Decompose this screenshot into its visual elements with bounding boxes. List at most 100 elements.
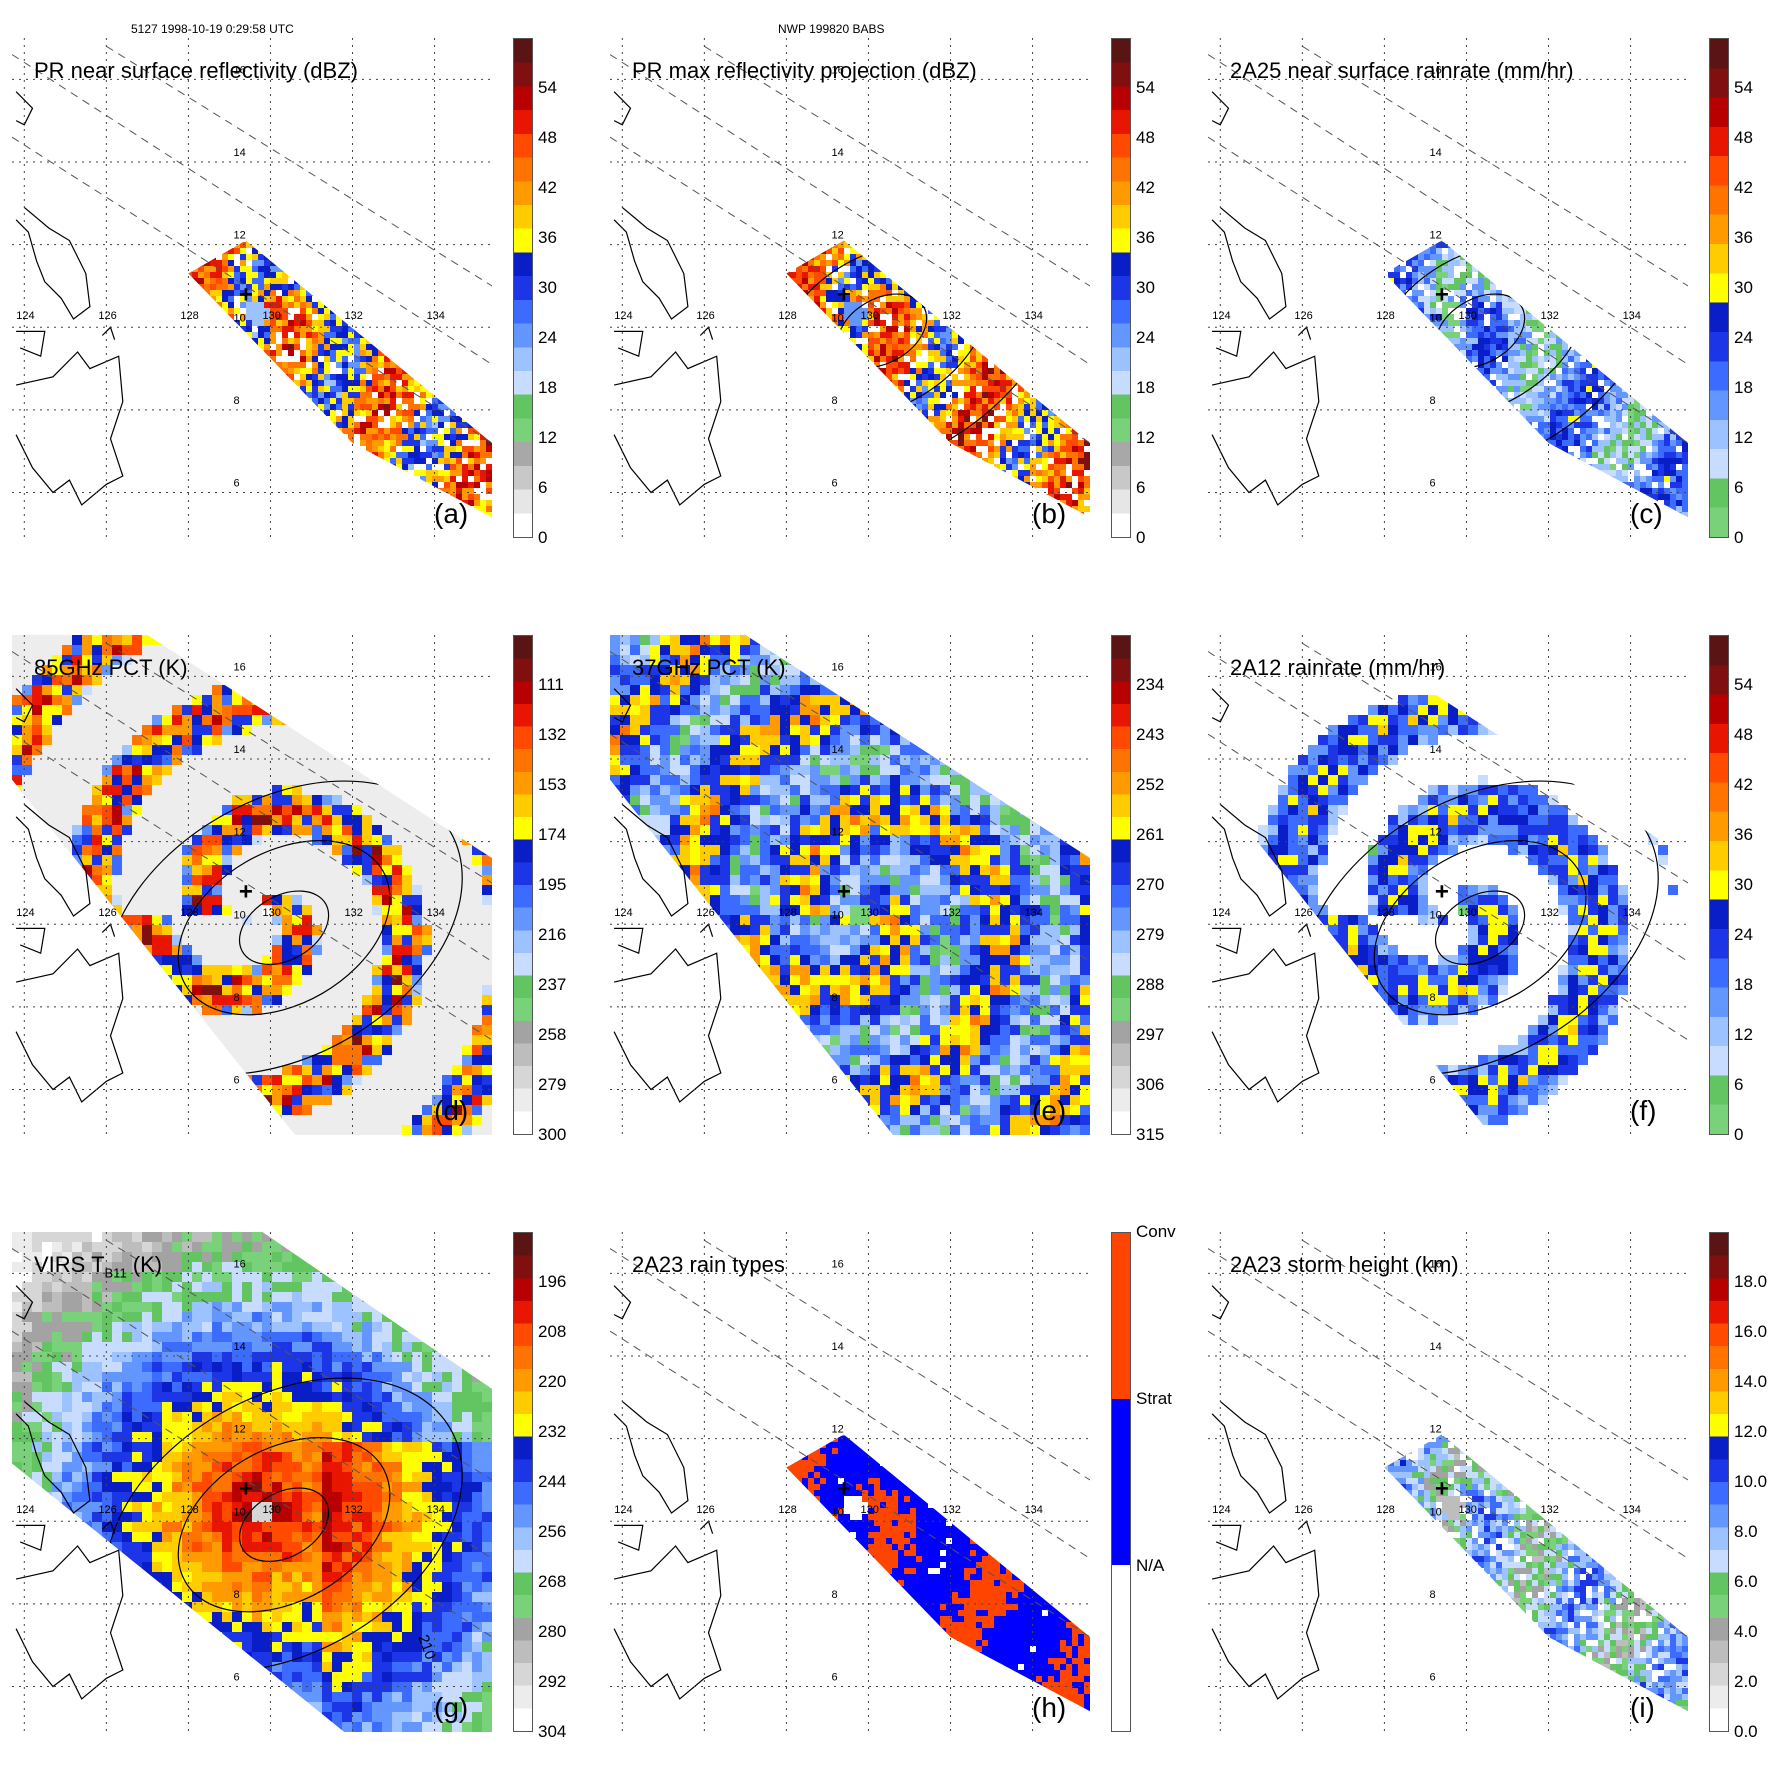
lat-tick-label: 8	[832, 1589, 838, 1601]
colorbar-tick-label: 243	[1136, 725, 1164, 745]
lat-tick-label: 8	[832, 395, 838, 407]
panel-title-text: 2A23 storm height (km)	[1230, 1252, 1459, 1277]
lon-tick-label: 128	[778, 907, 796, 919]
colorbar-tick-label: 16.0	[1734, 1322, 1767, 1342]
lat-tick-label: 10	[832, 312, 844, 324]
colorbar-tick-label: 2.0	[1734, 1672, 1758, 1692]
panel-title: PR max reflectivity projection (dBZ)	[632, 58, 977, 84]
lat-tick-label: 12	[832, 230, 844, 242]
lon-tick-label: 128	[180, 907, 198, 919]
colorbar-tick-label: 54	[538, 78, 557, 98]
colorbar-tick-label: 48	[1734, 725, 1753, 745]
panel-title-text: 85GHz PCT (K)	[34, 655, 188, 680]
lat-tick-label: 16	[234, 661, 246, 673]
colorbar-tick-label: 36	[1136, 228, 1155, 248]
lat-tick-label: 14	[1430, 1341, 1442, 1353]
coastline	[614, 928, 643, 953]
coastline	[16, 207, 90, 319]
panel-label: (f)	[1630, 1095, 1656, 1127]
colorbar-tick-label: 54	[1136, 78, 1155, 98]
lon-tick-label: 124	[16, 310, 34, 322]
lat-tick-label: 10	[234, 1506, 246, 1518]
lon-tick-label: 128	[1376, 310, 1394, 322]
panel-label: (g)	[434, 1692, 468, 1724]
colorbar-tick-label: 268	[538, 1572, 566, 1592]
storm-center-marker: +	[837, 878, 851, 905]
colorbar	[513, 38, 533, 538]
lon-tick-label: 134	[1623, 1504, 1641, 1516]
lon-tick-label: 130	[1458, 907, 1476, 919]
colorbar-tick-label: 36	[1734, 825, 1753, 845]
colorbar-tick-label: 18	[1734, 975, 1753, 995]
colorbar	[1111, 1232, 1131, 1732]
lon-tick-label: 134	[1025, 1504, 1043, 1516]
panel-label: (c)	[1630, 498, 1663, 530]
panel-label: (a)	[434, 498, 468, 530]
storm-center-marker: +	[837, 281, 851, 308]
lon-tick-label: 128	[180, 1504, 198, 1516]
colorbar-tick-label: 216	[538, 925, 566, 945]
lon-tick-label: 134	[427, 907, 445, 919]
colorbar-tick-label: 54	[1734, 78, 1753, 98]
colorbar-tick-label: 42	[538, 178, 557, 198]
lon-tick-label: 132	[345, 1504, 363, 1516]
colorbar-tick-label: 24	[1136, 328, 1155, 348]
panel-label: (d)	[434, 1095, 468, 1127]
lat-tick-label: 6	[832, 1075, 838, 1087]
colorbar-tick-label: 300	[538, 1125, 566, 1145]
colorbar-tick-label: 12	[1734, 428, 1753, 448]
colorbar-tick-label: 54	[1734, 675, 1753, 695]
colorbar-tick-label: 132	[538, 725, 566, 745]
panel-label: (i)	[1630, 1692, 1655, 1724]
colorbar	[513, 1232, 533, 1732]
colorbar-tick-label: N/A	[1136, 1556, 1164, 1576]
colorbar-tick-label: 48	[538, 128, 557, 148]
colorbar-tick-label: 232	[538, 1422, 566, 1442]
header-orbit-time: 5127 1998-10-19 0:29:58 UTC	[131, 22, 294, 36]
lat-tick-label: 6	[1430, 1672, 1436, 1684]
colorbar-tick-label: 6	[538, 478, 547, 498]
colorbar-tick-label: 18	[538, 378, 557, 398]
lat-tick-label: 14	[832, 147, 844, 159]
panel-title: 2A25 near surface rainrate (mm/hr)	[1230, 58, 1574, 84]
colorbar-tick-label: 36	[1734, 228, 1753, 248]
lon-tick-label: 134	[1025, 310, 1043, 322]
panel-label: (b)	[1032, 498, 1066, 530]
panel-title: 2A23 rain types	[632, 1252, 785, 1278]
lon-tick-label: 130	[860, 907, 878, 919]
lon-tick-label: 126	[98, 907, 116, 919]
lat-tick-label: 8	[832, 992, 838, 1004]
colorbar-tick-label: 234	[1136, 675, 1164, 695]
lat-tick-label: 14	[1430, 744, 1442, 756]
coastline	[102, 327, 114, 339]
coastline	[16, 928, 45, 953]
lon-tick-label: 132	[345, 310, 363, 322]
lon-tick-label: 126	[98, 1504, 116, 1516]
coastline	[1298, 1521, 1310, 1533]
colorbar-tick-label: 0	[1734, 1125, 1743, 1145]
coastline	[614, 207, 688, 319]
lon-tick-label: 124	[614, 1504, 632, 1516]
lat-tick-label: 6	[832, 478, 838, 490]
lon-tick-label: 128	[778, 310, 796, 322]
colorbar-tick-label: Strat	[1136, 1389, 1172, 1409]
lon-tick-label: 132	[345, 907, 363, 919]
lat-tick-label: 12	[832, 1424, 844, 1436]
panel-title-text: 37GHz PCT (K)	[632, 655, 786, 680]
colorbar-tick-label: 8.0	[1734, 1522, 1758, 1542]
colorbar-tick-label: 42	[1734, 178, 1753, 198]
lon-tick-label: 128	[778, 1504, 796, 1516]
colorbar-tick-label: 196	[538, 1272, 566, 1292]
storm-center-marker: +	[1435, 1475, 1449, 1502]
colorbar-tick-label: 30	[1734, 278, 1753, 298]
lat-tick-label: 16	[832, 661, 844, 673]
lat-tick-label: 10	[1430, 1506, 1442, 1518]
lat-tick-label: 8	[1430, 1589, 1436, 1601]
